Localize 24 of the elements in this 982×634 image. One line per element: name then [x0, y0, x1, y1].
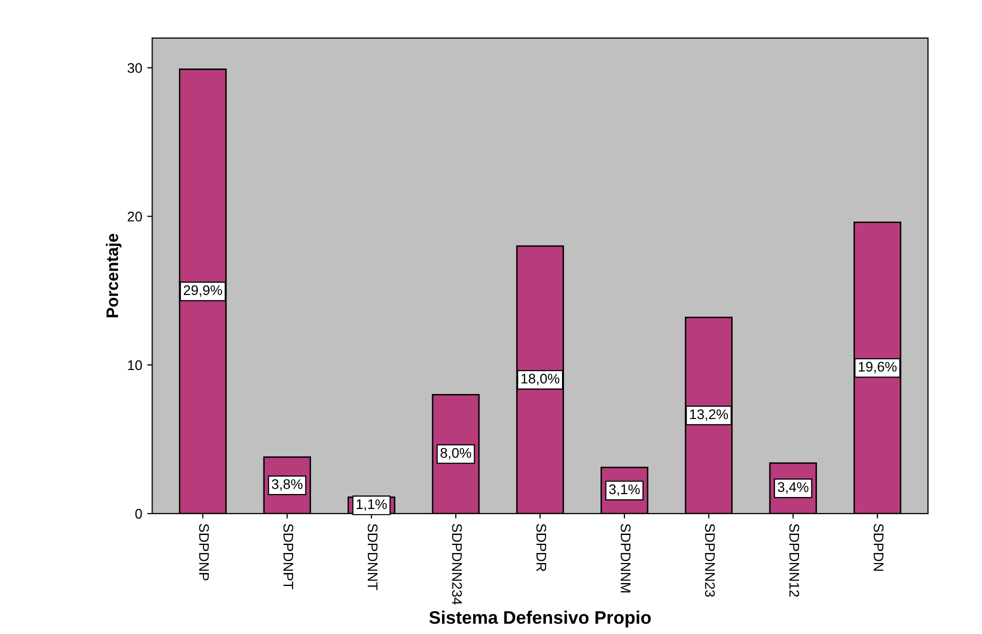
- y-tick-label: 20: [128, 212, 142, 222]
- y-tick-label: 30: [128, 63, 142, 73]
- data-label: 3,1%: [609, 484, 640, 496]
- x-tick-label: SDPDNN234: [452, 524, 462, 605]
- data-label: 29,9%: [184, 285, 222, 297]
- x-tick-label: SDPDNN23: [705, 524, 715, 597]
- data-label: 3,4%: [778, 482, 808, 494]
- y-tick-label: 0: [135, 508, 142, 519]
- data-label: 19,6%: [858, 362, 897, 374]
- data-label: 18,0%: [521, 374, 560, 386]
- data-label: 8,0%: [440, 448, 472, 460]
- x-tick-label: SDPDNNT: [368, 524, 378, 590]
- y-axis-title: Porcentaje: [106, 234, 122, 318]
- x-tick-label: SDPDR: [536, 524, 546, 572]
- x-axis-title: Sistema Defensivo Propio: [429, 610, 651, 628]
- x-tick-label: SDPDNP: [199, 524, 209, 580]
- x-tick-label: SDPDNNM: [620, 524, 631, 592]
- data-label: 3,8%: [272, 479, 302, 491]
- data-label: 1,1%: [356, 499, 387, 511]
- x-tick-label: SDPDNN12: [789, 524, 800, 597]
- data-label: 13,2%: [690, 409, 728, 421]
- y-tick-label: 10: [128, 360, 142, 370]
- x-tick-label: SDPDN: [874, 524, 884, 571]
- x-tick-label: SDPDNPT: [283, 524, 294, 590]
